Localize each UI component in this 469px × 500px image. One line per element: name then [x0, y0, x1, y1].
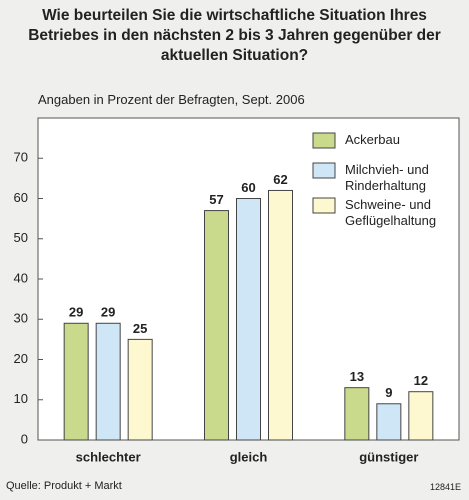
y-tick-label: 70	[14, 150, 28, 165]
bar	[344, 387, 370, 441]
source: Quelle: Produkt + Markt	[6, 480, 122, 492]
bar	[268, 189, 293, 441]
bar	[408, 391, 434, 441]
bar	[376, 403, 402, 441]
legend-label: Milchvieh- und Rinderhaltung	[345, 162, 429, 193]
x-tick-label: günstiger	[359, 449, 418, 464]
value-label: 62	[273, 172, 287, 187]
legend-swatch	[312, 197, 336, 214]
value-label: 12	[414, 373, 428, 388]
y-tick-label: 50	[14, 230, 28, 245]
x-tick-label: gleich	[230, 449, 268, 464]
value-label: 29	[101, 305, 115, 320]
bar	[204, 210, 229, 441]
chart-subtitle: Angaben in Prozent der Befragten, Sept. …	[38, 92, 305, 107]
chart-title: Wie beurteilen Sie die wirtschaftliche S…	[28, 7, 441, 64]
code: 12841E	[429, 482, 461, 492]
value-label: 13	[350, 369, 364, 384]
value-label: 57	[209, 192, 223, 207]
value-label: 9	[385, 385, 392, 400]
y-tick-label: 60	[14, 190, 28, 205]
y-tick-label: 30	[14, 311, 28, 326]
y-tick-label: 20	[14, 351, 28, 366]
value-label: 29	[69, 305, 83, 320]
legend-swatch	[312, 132, 336, 149]
y-tick-label: 10	[14, 391, 28, 406]
legend-swatch	[312, 162, 336, 179]
legend-label: Schweine- und Geflügelhaltung	[345, 197, 437, 228]
bar	[236, 198, 261, 441]
x-tick-label: schlechter	[76, 449, 141, 464]
bar	[127, 338, 153, 441]
value-label: 60	[241, 180, 255, 195]
legend-label: Ackerbau	[345, 132, 400, 147]
bar	[95, 322, 121, 441]
y-tick-label: 40	[14, 270, 28, 285]
y-tick-label: 0	[21, 431, 28, 446]
bar	[63, 322, 89, 441]
value-label: 25	[133, 321, 147, 336]
